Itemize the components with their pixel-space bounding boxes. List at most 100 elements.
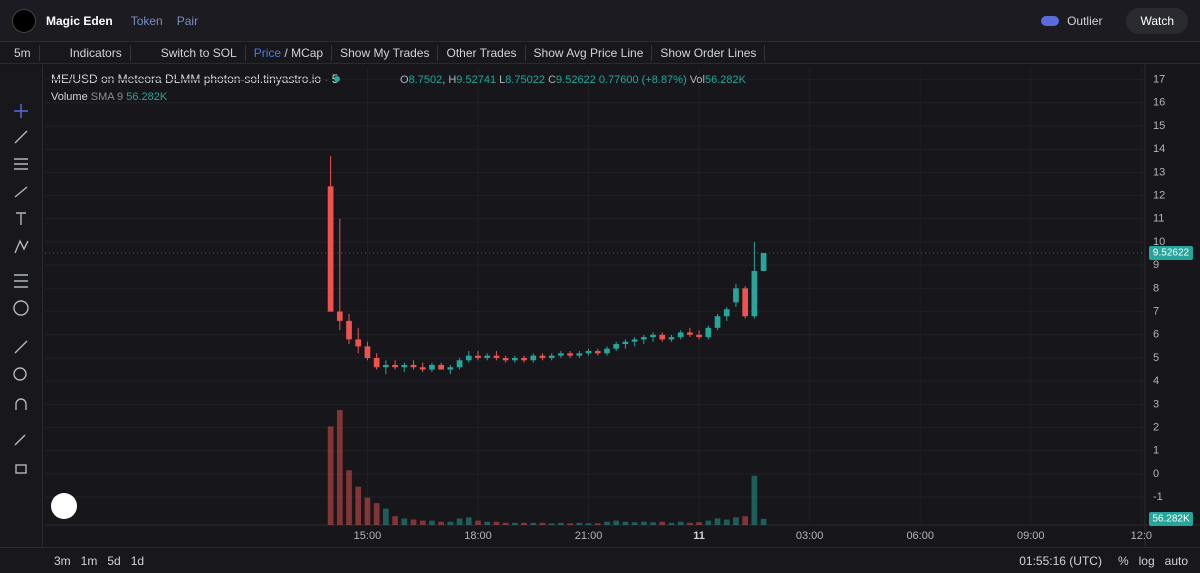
volume-bar: [475, 520, 481, 525]
volume-bar: [530, 522, 537, 525]
other-trades[interactable]: Other Trades: [438, 44, 526, 61]
legend-item: 0.77600 (+8.87%): [599, 74, 687, 86]
y-tick-label: 3: [1153, 398, 1159, 410]
legend-item: Vol: [690, 74, 705, 86]
volume-bar: [373, 503, 380, 525]
candle-body: [465, 355, 472, 361]
token-link[interactable]: Token: [130, 13, 163, 28]
volume-bar: [760, 518, 767, 525]
candle-body: [742, 288, 749, 317]
volume-bar: [696, 522, 702, 525]
switch-sol[interactable]: Switch to SOL: [131, 44, 246, 61]
toggle[interactable]: [1041, 15, 1060, 26]
y-tick-label: 2: [1153, 421, 1159, 433]
candle-body: [511, 357, 518, 361]
y-tick-label: 12: [1153, 189, 1165, 201]
x-tick-label: 09:00: [1017, 530, 1045, 542]
y-tick-label: 6: [1153, 329, 1159, 341]
candle-body: [456, 360, 463, 368]
y-tick-label: 8: [1153, 282, 1159, 294]
volume-bar: [484, 521, 491, 525]
my-trades[interactable]: Show My Trades: [332, 44, 439, 61]
ohlc-legend: O8.7502, H9.52741 L8.75022 C9.52622 0.77…: [400, 74, 747, 86]
y-tick-label: 9: [1153, 259, 1159, 271]
watch-button[interactable]: Watch: [1126, 7, 1188, 34]
y-tick-label: 15: [1153, 120, 1165, 132]
auto[interactable]: auto: [1164, 553, 1188, 568]
volume-bar: [465, 517, 472, 525]
volume-bar: [631, 522, 638, 525]
legend-item: O: [400, 74, 409, 86]
candle-body: [392, 364, 398, 368]
volume-label: 56.282K: [1152, 514, 1190, 525]
range-button[interactable]: 1m: [80, 553, 98, 568]
candle-body: [373, 357, 380, 368]
volume-bar: [410, 519, 417, 525]
candle-body: [594, 351, 601, 354]
avg-price[interactable]: Show Avg Price Line: [526, 44, 653, 61]
candle-body: [723, 309, 730, 317]
outlier[interactable]: Outlier: [1067, 13, 1103, 28]
pair-link[interactable]: Pair: [176, 13, 199, 28]
candle-body: [714, 316, 721, 328]
volume-bar: [567, 523, 573, 525]
volume-bar: [733, 517, 739, 525]
x-tick-label: 15:00: [354, 530, 382, 542]
mcap[interactable]: / MCap: [284, 45, 324, 60]
candle-body: [383, 364, 389, 368]
volume-bar: [650, 522, 656, 525]
candle-body: [336, 311, 343, 321]
x-tick-label: 12:0: [1131, 530, 1152, 542]
candle-body: [751, 270, 758, 317]
legend-item: H: [448, 74, 456, 86]
candle-body: [438, 364, 445, 370]
volume-bar: [364, 497, 371, 525]
status-dot: [334, 76, 340, 82]
candle-body: [631, 339, 638, 342]
price[interactable]: Price: [253, 45, 282, 60]
y-tick-label: 16: [1153, 97, 1165, 109]
candle-body: [410, 364, 417, 368]
percent[interactable]: %: [1117, 553, 1129, 568]
order-lines[interactable]: Show Order Lines: [652, 44, 766, 61]
candle-body: [622, 341, 629, 345]
price-mcap[interactable]: Price / MCap: [246, 44, 333, 61]
volume-bar: [742, 516, 749, 525]
log[interactable]: log: [1138, 553, 1155, 568]
volume-bar: [447, 521, 454, 525]
x-tick-label: 18:00: [464, 530, 492, 542]
volume-bar: [659, 521, 666, 525]
volume-bar: [493, 521, 500, 525]
legend-item: 8.75022: [505, 74, 545, 86]
volume-legend: Volume SMA 9 56.282K: [51, 91, 168, 103]
header-actions: Outlier Watch: [1041, 7, 1188, 34]
candle-body: [429, 364, 435, 370]
y-tick-label: 0: [1153, 468, 1159, 480]
volume-bar: [392, 516, 398, 525]
interval[interactable]: 5m: [6, 44, 40, 61]
range-button[interactable]: 1d: [130, 553, 145, 568]
volume-bar: [751, 475, 758, 525]
range-button[interactable]: 3m: [54, 553, 71, 568]
legend-item: 8.7502: [409, 74, 443, 86]
x-tick-label: 21:00: [575, 530, 603, 542]
chart: ME/USD on Meteora DLMM photon-sol.tinyas…: [45, 64, 1200, 547]
volume-bar: [355, 486, 362, 525]
indicators[interactable]: Indicators: [40, 44, 131, 61]
x-tick-label: 03:00: [796, 530, 824, 542]
drawing-tools: [0, 65, 43, 547]
legend-item: 56.282K: [705, 74, 747, 86]
x-tick-label: 11: [693, 530, 705, 542]
volume-bar: [640, 521, 647, 525]
legend-item: Volume: [51, 91, 88, 103]
candle-body: [493, 355, 500, 358]
y-tick-label: 13: [1153, 166, 1165, 178]
candle-body: [502, 357, 509, 361]
y-tick-label: 7: [1153, 305, 1159, 317]
volume-box: [1149, 512, 1193, 526]
range-button[interactable]: 5d: [107, 553, 121, 568]
ranges: 3m 1m 5d 1d: [54, 554, 144, 568]
candle-body: [668, 337, 675, 340]
volume-bar: [604, 521, 610, 525]
volume-bar: [687, 522, 693, 525]
